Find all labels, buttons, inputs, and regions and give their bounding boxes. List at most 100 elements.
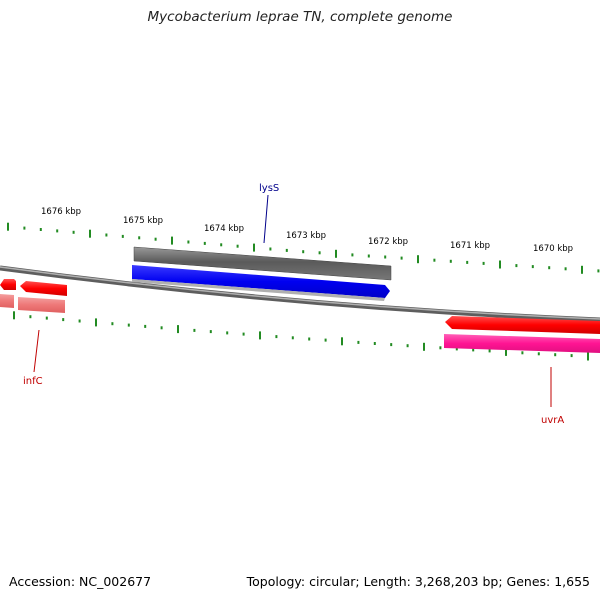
minor-tick bbox=[433, 258, 436, 262]
minor-tick bbox=[472, 348, 475, 352]
gene-infC-left[interactable] bbox=[0, 294, 14, 308]
minor-tick bbox=[367, 254, 370, 258]
minor-tick bbox=[482, 261, 485, 265]
minor-tick bbox=[531, 265, 534, 269]
minor-tick bbox=[357, 340, 360, 344]
minor-tick bbox=[384, 255, 387, 259]
minor-tick bbox=[537, 352, 540, 356]
minor-tick bbox=[390, 343, 393, 347]
minor-tick bbox=[56, 229, 59, 233]
gene-label-uvrA: uvrA bbox=[541, 415, 564, 426]
gene-label-lysS: lysS bbox=[259, 183, 279, 194]
minor-tick bbox=[466, 260, 469, 264]
major-tick bbox=[581, 265, 583, 274]
gene-infC[interactable] bbox=[18, 297, 65, 313]
genome-backbone-highlight bbox=[0, 266, 600, 320]
gene-red-left[interactable] bbox=[20, 281, 67, 296]
minor-tick bbox=[154, 237, 157, 241]
infC-pointer bbox=[33, 329, 40, 373]
ticks-reverse bbox=[13, 311, 589, 361]
minor-tick bbox=[138, 236, 141, 240]
minor-tick bbox=[269, 247, 272, 251]
major-tick bbox=[505, 347, 507, 356]
major-tick bbox=[499, 260, 501, 269]
minor-tick bbox=[144, 324, 147, 328]
minor-tick bbox=[597, 269, 600, 273]
minor-tick bbox=[400, 256, 403, 260]
minor-tick bbox=[160, 326, 163, 330]
minor-tick bbox=[302, 250, 305, 254]
minor-tick bbox=[127, 323, 130, 327]
minor-tick bbox=[203, 241, 206, 245]
minor-tick bbox=[105, 233, 108, 237]
minor-tick bbox=[318, 251, 321, 255]
minor-tick bbox=[226, 331, 229, 335]
genome-title: Mycobacterium leprae TN, complete genome bbox=[147, 9, 453, 25]
genome-backbone bbox=[0, 265, 600, 323]
minor-tick bbox=[548, 266, 551, 270]
minor-tick bbox=[351, 253, 354, 257]
tick-label: 1671 kbp bbox=[450, 241, 490, 251]
gene-gray-forward[interactable] bbox=[133, 246, 392, 281]
major-tick bbox=[341, 337, 343, 346]
ticks-forward bbox=[7, 222, 600, 274]
major-tick bbox=[7, 222, 9, 231]
minor-tick bbox=[242, 332, 245, 336]
major-tick bbox=[259, 331, 261, 340]
minor-tick bbox=[275, 335, 278, 339]
gene-red-left-small[interactable] bbox=[0, 279, 16, 290]
major-tick bbox=[587, 352, 589, 361]
major-tick bbox=[335, 249, 337, 258]
minor-tick bbox=[521, 351, 524, 355]
minor-tick bbox=[220, 243, 223, 247]
genome-summary: Topology: circular; Length: 3,268,203 bp… bbox=[246, 574, 590, 589]
tick-labels: 1676 kbp 1675 kbp 1674 kbp 1673 kbp 1672… bbox=[41, 207, 573, 254]
major-tick bbox=[423, 342, 425, 351]
minor-tick bbox=[455, 347, 458, 351]
tick-label: 1670 kbp bbox=[533, 244, 573, 254]
minor-tick bbox=[39, 228, 42, 231]
tick-label: 1673 kbp bbox=[286, 231, 326, 241]
tick-label: 1676 kbp bbox=[41, 207, 81, 217]
minor-tick bbox=[78, 319, 81, 323]
minor-tick bbox=[121, 234, 124, 238]
minor-tick bbox=[285, 248, 288, 252]
major-tick bbox=[171, 236, 173, 245]
gene-uvrA[interactable] bbox=[444, 334, 600, 353]
minor-tick bbox=[488, 349, 491, 353]
minor-tick bbox=[324, 338, 327, 342]
minor-tick bbox=[439, 346, 442, 350]
minor-tick bbox=[62, 318, 65, 322]
minor-tick bbox=[515, 264, 518, 268]
major-tick bbox=[13, 311, 15, 320]
minor-tick bbox=[570, 354, 573, 358]
minor-tick bbox=[291, 336, 294, 340]
major-tick bbox=[95, 318, 97, 327]
tick-label: 1674 kbp bbox=[204, 224, 244, 234]
tick-label: 1672 kbp bbox=[368, 237, 408, 247]
minor-tick bbox=[29, 315, 32, 319]
minor-tick bbox=[564, 267, 567, 271]
minor-tick bbox=[111, 322, 114, 326]
minor-tick bbox=[45, 316, 48, 320]
minor-tick bbox=[406, 344, 409, 348]
gene-label-infC: infC bbox=[23, 376, 43, 387]
minor-tick bbox=[554, 353, 557, 357]
major-tick bbox=[417, 255, 419, 264]
lysS-pointer bbox=[263, 194, 269, 244]
tick-label: 1675 kbp bbox=[123, 216, 163, 226]
minor-tick bbox=[449, 259, 452, 263]
major-tick bbox=[89, 229, 91, 238]
minor-tick bbox=[193, 328, 196, 332]
minor-tick bbox=[373, 342, 376, 345]
minor-tick bbox=[187, 240, 190, 244]
minor-tick bbox=[72, 230, 75, 234]
minor-tick bbox=[23, 226, 26, 230]
major-tick bbox=[177, 325, 179, 334]
gene-lysS[interactable] bbox=[132, 265, 390, 298]
minor-tick bbox=[209, 330, 212, 334]
minor-tick bbox=[308, 337, 311, 341]
accession-label: Accession: NC_002677 bbox=[9, 574, 152, 589]
gene-red-right[interactable] bbox=[445, 316, 600, 334]
